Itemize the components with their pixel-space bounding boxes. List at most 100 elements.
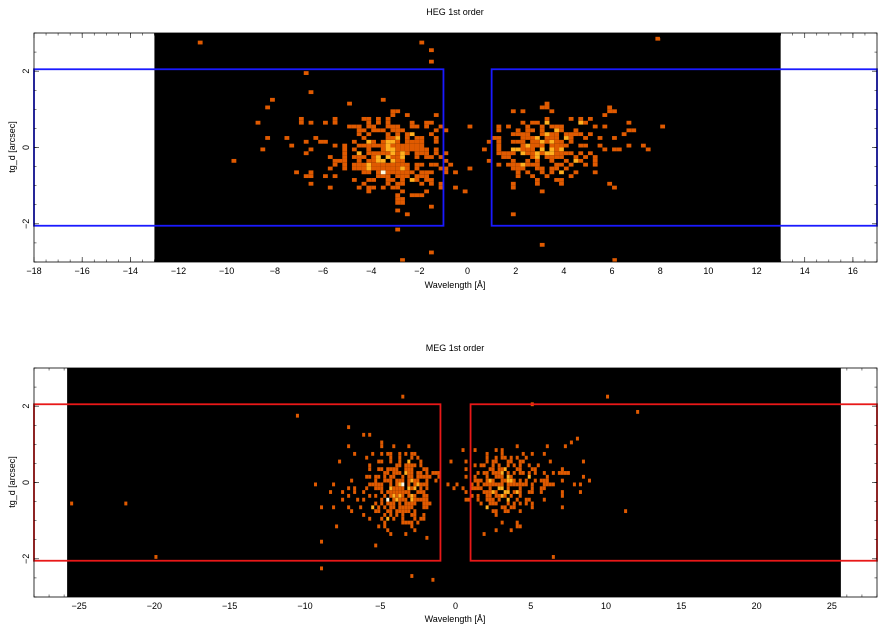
heg-event-bin	[578, 116, 584, 121]
meg-event-bin	[428, 501, 432, 506]
heg-event-bin	[255, 120, 261, 125]
heg-event-bin	[400, 197, 405, 201]
meg-event-bin	[530, 505, 534, 510]
meg-event-bin	[422, 467, 426, 472]
meg-event-bin	[624, 509, 628, 514]
heg-event-bin	[404, 166, 410, 171]
heg-event-bin	[520, 147, 526, 152]
meg-event-bin	[512, 501, 516, 506]
meg-event-bin	[545, 474, 549, 479]
meg-event-bin	[419, 463, 423, 468]
meg-event-bin	[494, 455, 498, 460]
heg-event-bin	[409, 170, 415, 175]
meg-event-bin	[503, 467, 507, 472]
heg-event-bin	[525, 143, 531, 148]
heg-event-bin	[462, 189, 468, 194]
heg-event-bin	[549, 136, 555, 140]
meg-event-bin	[389, 451, 393, 456]
meg-event-bin	[407, 471, 411, 475]
meg-event-bin	[374, 486, 378, 491]
meg-event-bin	[365, 455, 369, 460]
meg-event-bin	[542, 478, 546, 483]
meg-event-bin	[320, 505, 324, 510]
meg-event-bin	[575, 436, 579, 441]
heg-event-bin	[530, 139, 535, 144]
heg-event-bin	[414, 143, 420, 148]
meg-event-bin	[389, 467, 393, 472]
meg-event-bin	[488, 493, 492, 498]
heg-event-bin	[443, 166, 449, 171]
meg-event-bin	[383, 478, 387, 483]
meg-event-bin	[401, 490, 405, 494]
heg-event-bin	[395, 185, 401, 190]
heg-event-bin	[539, 151, 545, 156]
meg-event-bin	[422, 513, 426, 517]
meg-event-bin	[377, 459, 381, 464]
heg-event-bin	[414, 147, 420, 152]
meg-event-bin	[482, 532, 486, 536]
meg-event-bin	[398, 501, 402, 506]
meg-event-bin	[500, 474, 504, 479]
heg-event-bin	[390, 124, 396, 129]
meg-event-bin	[413, 463, 417, 468]
meg-event-bin	[506, 486, 510, 491]
heg-event-bin	[433, 151, 439, 156]
meg-event-bin	[313, 482, 318, 487]
meg-event-bin	[377, 467, 381, 472]
meg-event-bin	[413, 478, 417, 483]
heg-event-bin	[607, 109, 613, 114]
meg-event-bin	[497, 486, 501, 491]
meg-event-bin	[425, 493, 429, 498]
meg-event-bin	[509, 478, 513, 483]
heg-event-bin	[520, 109, 526, 114]
heg-event-bin	[554, 155, 560, 159]
heg-event-bin	[380, 185, 386, 190]
heg-event-bin	[419, 151, 425, 156]
heg-event-bin	[539, 143, 545, 148]
heg-event-bin	[429, 170, 434, 175]
meg-event-bin	[383, 505, 387, 510]
heg-event-bin	[308, 120, 314, 125]
heg-event-bin	[298, 120, 304, 125]
heg-event-bin	[414, 136, 420, 140]
heg-event-bin	[376, 116, 381, 121]
heg-event-bin	[525, 128, 531, 133]
heg-event-bin	[318, 139, 324, 144]
meg-event-bin	[154, 555, 158, 559]
meg-event-bin	[464, 474, 468, 479]
meg-event-bin	[419, 459, 423, 464]
meg-event-bin	[380, 467, 384, 472]
meg-event-bin	[515, 520, 519, 525]
heg-event-bin	[395, 151, 401, 156]
heg-event-bin	[366, 147, 372, 152]
heg-event-bin	[390, 162, 396, 167]
heg-event-bin	[510, 109, 516, 114]
heg-event-bin	[424, 178, 430, 182]
heg-event-bin	[453, 185, 458, 190]
heg-event-bin	[544, 139, 550, 144]
heg-plot-area: −18 −16 −14 −12 −10 −8 −6 −4 −2 0 2 4 6 8 10 12 14 16 −2 0 2	[21, 32, 878, 276]
heg-event-bin	[597, 136, 603, 140]
meg-event-bin	[422, 493, 426, 498]
meg-event-bin	[467, 497, 471, 502]
heg-event-bin	[308, 147, 314, 152]
meg-event-bin	[512, 505, 516, 510]
meg-event-bin	[407, 459, 411, 464]
meg-event-bin	[404, 532, 408, 536]
meg-event-bin	[374, 482, 378, 487]
heg-event-bin	[395, 208, 401, 213]
meg-event-bin	[425, 486, 429, 491]
heg-event-bin	[385, 170, 391, 175]
heg-event-bin	[366, 162, 372, 167]
meg-event-bin	[368, 474, 372, 479]
meg-event-bin	[425, 471, 429, 475]
heg-event-bin	[332, 158, 338, 163]
meg-event-bin	[545, 478, 549, 483]
heg-event-bin	[356, 124, 362, 129]
meg-event-bin	[410, 455, 414, 460]
meg-event-bin	[389, 493, 393, 498]
meg-event-bin	[389, 478, 393, 483]
heg-event-bin	[429, 120, 434, 125]
meg-event-bin	[527, 497, 531, 502]
heg-event-bin	[592, 124, 598, 129]
